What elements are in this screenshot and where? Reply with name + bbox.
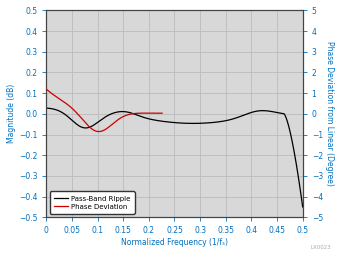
Y-axis label: Magnitude (dB): Magnitude (dB) xyxy=(7,84,16,144)
Phase Deviation xyxy=(91,128,95,131)
Y-axis label: Phase Deviation from Linear (Degree): Phase Deviation from Linear (Degree) xyxy=(325,41,334,186)
Pass-Band Ripple xyxy=(198,122,202,125)
Line: Pass-Band Ripple: Pass-Band Ripple xyxy=(46,108,303,207)
Pass-Band Ripple xyxy=(301,205,305,209)
Pass-Band Ripple xyxy=(236,116,240,119)
Phase Deviation xyxy=(44,88,48,91)
Pass-Band Ripple xyxy=(44,106,48,109)
Line: Phase Deviation: Phase Deviation xyxy=(46,89,162,132)
Text: LX0023: LX0023 xyxy=(310,245,331,250)
Phase Deviation xyxy=(142,112,146,115)
X-axis label: Normalized Frequency (1/fₛ): Normalized Frequency (1/fₛ) xyxy=(121,238,228,247)
Pass-Band Ripple xyxy=(255,109,259,113)
Pass-Band Ripple xyxy=(211,121,215,124)
Pass-Band Ripple xyxy=(91,124,95,127)
Pass-Band Ripple xyxy=(142,116,146,119)
Legend: Pass-Band Ripple, Phase Deviation: Pass-Band Ripple, Phase Deviation xyxy=(50,191,135,214)
